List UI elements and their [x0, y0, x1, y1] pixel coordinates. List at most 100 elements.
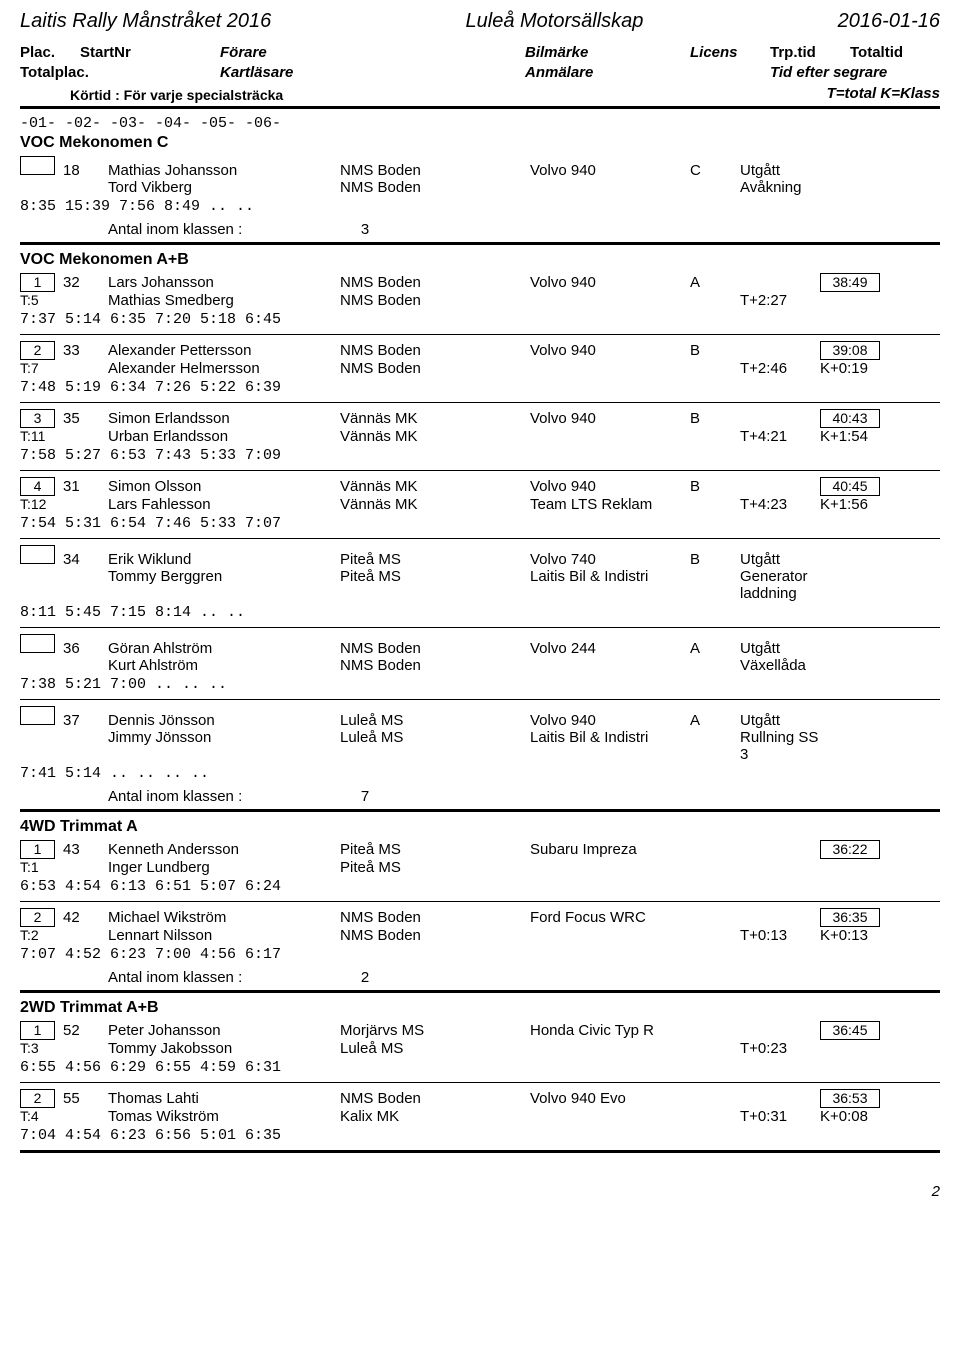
class-time-diff: K+1:56 [820, 496, 890, 513]
license: A [690, 640, 740, 657]
page-header: Laitis Rally Månstråket 2016 Luleå Motor… [20, 10, 940, 33]
col-trptid: Trp.tid [770, 43, 850, 63]
result-entry: 233Alexander PetterssonNMS BodenVolvo 94… [20, 341, 940, 396]
navigator-club: Piteå MS [340, 568, 530, 585]
time-after-winner: Generator laddning [740, 568, 820, 602]
driver-name: Simon Olsson [108, 478, 340, 495]
placement: 2 [20, 341, 55, 360]
stage-times: 6:55 4:56 6:29 6:55 4:59 6:31 [20, 1059, 940, 1076]
total-plac: T:7 [20, 360, 63, 376]
col-startnr: StartNr [80, 43, 220, 63]
col-licens: Licens [690, 43, 770, 63]
time-after-winner: T+2:46 [740, 360, 820, 377]
class-count-label: Antal inom klassen : [108, 969, 340, 986]
class-count-value: 3 [340, 221, 390, 238]
driver-name: Simon Erlandsson [108, 410, 340, 427]
t-k-legend: T=total K=Klass [827, 84, 940, 105]
total-plac: T:3 [20, 1040, 63, 1056]
entry-divider [20, 627, 940, 628]
total-plac: T:1 [20, 859, 63, 875]
team: Laitis Bil & Indistri [530, 729, 740, 746]
totaltid: 39:08 [820, 341, 880, 360]
totaltid: 36:35 [820, 908, 880, 927]
result-entry: 242Michael WikströmNMS BodenFord Focus W… [20, 908, 940, 963]
club-name: Luleå Motorsällskap [466, 10, 644, 33]
start-number: 36 [63, 640, 108, 657]
navigator-club: Piteå MS [340, 859, 530, 876]
navigator-club: NMS Boden [340, 360, 530, 377]
navigator-name: Inger Lundberg [108, 859, 340, 876]
driver-club: NMS Boden [340, 342, 530, 359]
totaltid: 38:49 [820, 273, 880, 292]
col-bilmarke: Bilmärke [525, 43, 690, 63]
result-entry: 335Simon ErlandssonVännäs MKVolvo 940B40… [20, 409, 940, 464]
driver-club: NMS Boden [340, 1090, 530, 1107]
car-model: Honda Civic Typ R [530, 1022, 690, 1039]
navigator-name: Tord Vikberg [108, 179, 340, 196]
entry-divider [20, 334, 940, 335]
start-number: 37 [63, 712, 108, 729]
driver-name: Kenneth Andersson [108, 841, 340, 858]
placement: 2 [20, 1089, 55, 1108]
stage-times: 7:37 5:14 6:35 7:20 5:18 6:45 [20, 311, 940, 328]
driver-name: Erik Wiklund [108, 551, 340, 568]
stage-times: 7:04 4:54 6:23 6:56 5:01 6:35 [20, 1127, 940, 1144]
driver-name: Peter Johansson [108, 1022, 340, 1039]
time-after-winner: T+0:31 [740, 1108, 820, 1125]
result-entry: 143Kenneth AnderssonPiteå MSSubaru Impre… [20, 840, 940, 895]
driver-name: Thomas Lahti [108, 1090, 340, 1107]
car-model: Subaru Impreza [530, 841, 690, 858]
driver-club: NMS Boden [340, 162, 530, 179]
navigator-name: Mathias Smedberg [108, 292, 340, 309]
placement: 1 [20, 840, 55, 859]
start-number: 55 [63, 1090, 108, 1107]
totaltid: 40:45 [820, 477, 880, 496]
col-kartlasare: Kartläsare [220, 63, 525, 83]
result-entry: 152Peter JohanssonMorjärvs MSHonda Civic… [20, 1021, 940, 1076]
total-plac: T:2 [20, 927, 63, 943]
status: Utgått [740, 712, 820, 729]
col-plac: Plac. [20, 43, 80, 63]
totaltid: 36:22 [820, 840, 880, 859]
navigator-club: NMS Boden [340, 657, 530, 674]
class-count-label: Antal inom klassen : [108, 221, 340, 238]
col-forare: Förare [220, 43, 525, 63]
stage-times: 7:41 5:14 .. .. .. .. [20, 765, 940, 782]
car-model: Volvo 940 [530, 712, 690, 729]
driver-name: Göran Ahlström [108, 640, 340, 657]
driver-club: Piteå MS [340, 551, 530, 568]
stage-labels: -01- -02- -03- -04- -05- -06- [20, 115, 940, 132]
class-count-row: Antal inom klassen :2 [20, 969, 940, 986]
total-plac: T:12 [20, 496, 63, 512]
result-entry: 37Dennis JönssonLuleå MSVolvo 940AUtgått… [20, 706, 940, 782]
start-number: 18 [63, 162, 108, 179]
time-after-winner: T+0:13 [740, 927, 820, 944]
start-number: 31 [63, 478, 108, 495]
placement [20, 545, 55, 564]
stage-times: 7:38 5:21 7:00 .. .. .. [20, 676, 940, 693]
start-number: 52 [63, 1022, 108, 1039]
total-plac: T:5 [20, 292, 63, 308]
driver-club: Luleå MS [340, 712, 530, 729]
driver-club: NMS Boden [340, 909, 530, 926]
start-number: 32 [63, 274, 108, 291]
license: B [690, 478, 740, 495]
car-model: Volvo 940 [530, 274, 690, 291]
class-time-diff: K+0:13 [820, 927, 890, 944]
class-header: VOC Mekonomen A+B [20, 251, 940, 269]
car-model: Ford Focus WRC [530, 909, 690, 926]
class-count-value: 2 [340, 969, 390, 986]
class-header: 2WD Trimmat A+B [20, 999, 940, 1017]
time-after-winner: Växellåda [740, 657, 820, 674]
class-count-label: Antal inom klassen : [108, 788, 340, 805]
car-model: Volvo 740 [530, 551, 690, 568]
stage-times: 7:07 4:52 6:23 7:00 4:56 6:17 [20, 946, 940, 963]
car-model: Volvo 244 [530, 640, 690, 657]
car-model: Volvo 940 [530, 478, 690, 495]
navigator-name: Lennart Nilsson [108, 927, 340, 944]
driver-club: Morjärvs MS [340, 1022, 530, 1039]
class-time-diff: K+1:54 [820, 428, 890, 445]
col-totaltid: Totaltid [850, 43, 930, 63]
license: B [690, 551, 740, 568]
kortid-label: Körtid : För varje specialsträcka [70, 86, 283, 105]
